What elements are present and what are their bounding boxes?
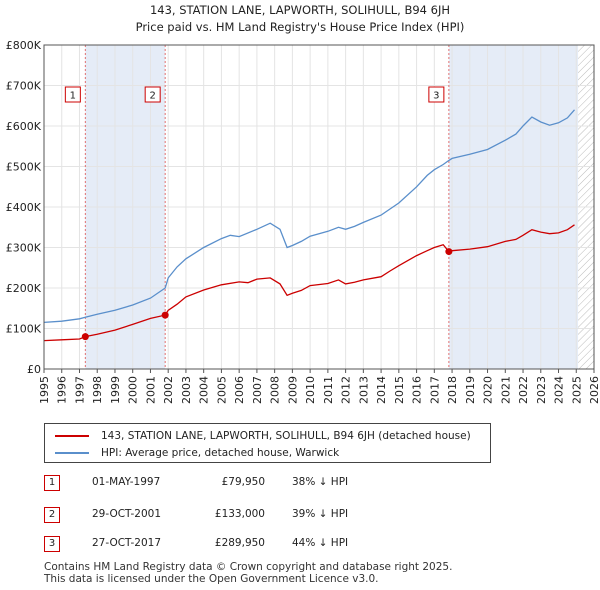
y-tick-label: £200K	[6, 282, 42, 295]
sale-marker-box-3	[428, 86, 445, 103]
x-tick-label: 2006	[233, 376, 246, 404]
x-tick-label: 2001	[144, 376, 157, 404]
x-tick-label: 2025	[570, 376, 583, 404]
legend-swatch-hpi	[55, 452, 89, 454]
y-tick-label: £400K	[6, 201, 42, 214]
y-tick-label: £800K	[6, 39, 42, 52]
sale-marker-label-2: 2	[149, 91, 155, 102]
y-tick-label: £300K	[6, 242, 42, 255]
plot-border	[43, 44, 595, 370]
x-tick-label: 2010	[304, 376, 317, 404]
series-line-hpi	[43, 109, 575, 324]
sale-number-badge: 1	[44, 475, 60, 491]
footer-licence: This data is licensed under the Open Gov…	[44, 573, 379, 585]
legend-swatch-property	[55, 435, 89, 437]
sale-point-1	[81, 333, 89, 341]
x-tick-label: 1998	[91, 376, 104, 404]
x-tick-label: 2016	[411, 376, 424, 404]
y-tick-label: £600K	[6, 120, 42, 133]
x-tick-label: 2005	[215, 376, 228, 404]
sale-marker-box-2	[144, 86, 161, 103]
sale-date: 27-OCT-2017	[92, 537, 161, 549]
chart-legend: 143, STATION LANE, LAPWORTH, SOLIHULL, B…	[44, 423, 491, 463]
x-tick-label: 2003	[180, 376, 193, 404]
sale-price: £133,000	[214, 508, 265, 520]
sale-point-3	[445, 248, 453, 256]
x-tick-label: 2011	[322, 376, 335, 404]
sale-price: £79,950	[221, 476, 265, 488]
x-tick-label: 2008	[269, 376, 282, 404]
x-tick-label: 2014	[375, 376, 388, 404]
x-tick-label: 1996	[56, 376, 69, 404]
x-tick-label: 1997	[73, 376, 86, 404]
sale-hpi-delta: 44% ↓ HPI	[292, 537, 349, 549]
sale-marker-label-1: 1	[70, 91, 76, 102]
x-tick-label: 2022	[517, 376, 530, 404]
chart-subtitle: Price paid vs. HM Land Registry's House …	[136, 20, 465, 34]
y-tick-label: £700K	[6, 80, 42, 93]
x-tick-label: 2019	[464, 376, 477, 404]
sale-point-2	[161, 311, 169, 319]
x-tick-label: 2013	[357, 376, 370, 404]
legend-item-property: 143, STATION LANE, LAPWORTH, SOLIHULL, B…	[55, 428, 471, 444]
x-tick-label: 2002	[162, 376, 175, 404]
x-tick-label: 2024	[553, 376, 566, 404]
sale-date: 01-MAY-1997	[92, 476, 161, 488]
legend-label-hpi: HPI: Average price, detached house, Warw…	[101, 447, 340, 459]
sale-number-badge: 2	[44, 507, 60, 523]
chart-title: 143, STATION LANE, LAPWORTH, SOLIHULL, B…	[150, 3, 450, 17]
x-tick-label: 2015	[393, 376, 406, 404]
y-tick-label: £0	[27, 363, 41, 376]
legend-label-property: 143, STATION LANE, LAPWORTH, SOLIHULL, B…	[101, 430, 471, 442]
x-tick-label: 2021	[499, 376, 512, 404]
x-tick-label: 2012	[340, 376, 353, 404]
x-tick-label: 2000	[127, 376, 140, 404]
y-tick-label: £100K	[6, 323, 42, 336]
legend-item-hpi: HPI: Average price, detached house, Warw…	[55, 445, 339, 461]
sale-marker-label-3: 3	[433, 91, 439, 102]
x-tick-label: 2026	[588, 376, 600, 404]
sale-marker-box-1	[64, 86, 81, 103]
sale-hpi-delta: 39% ↓ HPI	[292, 508, 349, 520]
sale-number-badge: 3	[44, 536, 60, 552]
sale-hpi-delta: 38% ↓ HPI	[292, 476, 349, 488]
x-tick-label: 2007	[251, 376, 264, 404]
price-chart: 143, STATION LANE, LAPWORTH, SOLIHULL, B…	[6, 3, 600, 404]
sale-price: £289,950	[214, 537, 265, 549]
x-tick-label: 2009	[286, 376, 299, 404]
x-tick-label: 1995	[38, 376, 51, 404]
x-tick-label: 2017	[428, 376, 441, 404]
footer-attribution: Contains HM Land Registry data © Crown c…	[44, 561, 452, 585]
x-tick-label: 2004	[198, 376, 211, 404]
footer-copyright: Contains HM Land Registry data © Crown c…	[44, 561, 453, 573]
sale-date: 29-OCT-2001	[92, 508, 161, 520]
x-tick-label: 2020	[482, 376, 495, 404]
x-tick-label: 2018	[446, 376, 459, 404]
x-tick-label: 1999	[109, 376, 122, 404]
y-tick-label: £500K	[6, 161, 42, 174]
x-tick-label: 2023	[535, 376, 548, 404]
